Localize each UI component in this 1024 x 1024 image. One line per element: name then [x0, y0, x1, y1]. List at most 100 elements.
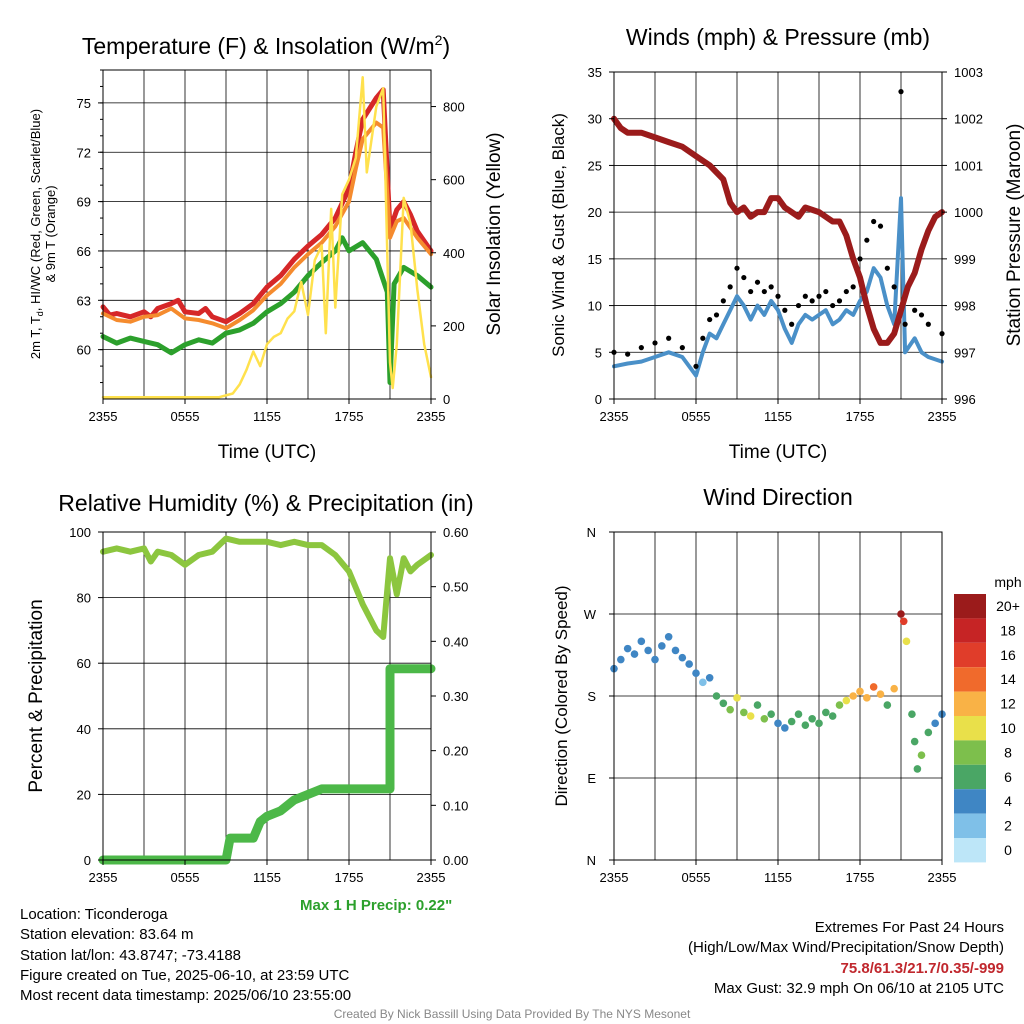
gust-point — [754, 279, 761, 285]
y2-tick-label: 0.60 — [443, 525, 468, 540]
x-tick-label: 2355 — [600, 870, 629, 885]
y2-tick-label: 997 — [954, 345, 976, 360]
y2-tick-label: 1002 — [954, 112, 983, 127]
direction-point — [849, 692, 857, 700]
direction-point — [897, 610, 905, 618]
direction-point — [913, 765, 922, 773]
direction-point — [794, 710, 803, 719]
gust-point — [679, 345, 685, 351]
y-tick-label: 0 — [595, 392, 602, 407]
direction-point — [767, 710, 775, 719]
gust-point — [782, 307, 788, 313]
x-tick-label: 1155 — [253, 870, 281, 885]
direction-point — [719, 699, 728, 708]
extremes-info: Extremes For Past 24 Hours (High/Low/Max… — [688, 918, 1004, 999]
direction-point — [856, 687, 864, 696]
wind-title: Winds (mph) & Pressure (mb) — [626, 24, 930, 50]
direction-point — [753, 701, 762, 709]
y-tick-label: 25 — [588, 158, 602, 173]
wind-right-axis: 996 997 998 999 1000 1001 1002 1003 — [942, 65, 983, 407]
rh-right-axis: 0.00 0.10 0.20 0.30 0.40 0.50 0.60 — [431, 525, 468, 868]
gust-point — [741, 274, 747, 281]
y-tick-label: 80 — [77, 591, 91, 606]
x-tick-label: 0555 — [682, 409, 711, 424]
series-line-precip_green — [98, 664, 436, 865]
legend-swatch — [954, 838, 986, 863]
wind-right-axis-label: Station Pressure (Maroon) — [1004, 124, 1024, 347]
legend-swatch — [954, 691, 986, 716]
gust-point — [902, 321, 908, 327]
rh-left-axis: 0 20 40 60 80 100 — [69, 525, 103, 868]
y2-tick-label: 600 — [443, 173, 465, 188]
credit-line: Created By Nick Bassill Using Data Provi… — [333, 1007, 691, 1021]
legend-swatch — [954, 618, 986, 643]
gust-point — [748, 288, 754, 295]
dir-title: Wind Direction — [703, 484, 853, 510]
gust-point — [877, 223, 884, 229]
gust-point — [857, 256, 863, 262]
y-tick-label: N — [587, 853, 596, 868]
gust-point — [912, 307, 918, 313]
series-line-rh_green — [100, 535, 434, 640]
direction-point — [685, 660, 693, 668]
station-elevation: Station elevation: 83.64 m — [20, 926, 194, 944]
direction-point — [760, 714, 769, 723]
x-tick-label: 1755 — [335, 409, 364, 424]
wind-x-axis-label: Time (UTC) — [729, 442, 828, 463]
direction-point — [910, 737, 919, 746]
gust-point — [789, 321, 795, 327]
y-tick-label: 35 — [588, 65, 602, 80]
rh-series — [98, 535, 436, 865]
legend-label: 10 — [1000, 720, 1016, 736]
gust-point — [625, 351, 631, 357]
temp-left-axis-label-line1: 2m T, Td, HI/WC (Red, Green, Scarlet/Blu… — [28, 109, 45, 359]
gust-point — [802, 293, 808, 299]
legend-label: 14 — [1000, 671, 1016, 687]
legend-swatch — [954, 764, 986, 790]
gust-point — [884, 265, 890, 271]
gust-point — [795, 302, 802, 309]
wind-left-axis: 0 5 10 15 20 25 30 35 — [588, 65, 614, 407]
rh-panel: Relative Humidity (%) & Precipitation (i… — [26, 490, 474, 885]
y-tick-label: 15 — [588, 252, 602, 267]
direction-point — [835, 701, 844, 709]
gust-point — [898, 89, 904, 95]
legend-label: 8 — [1004, 744, 1012, 760]
direction-point — [781, 724, 789, 732]
direction-point — [712, 692, 721, 700]
dir-left-axis: N E S W N — [584, 525, 614, 868]
direction-point — [863, 694, 871, 702]
series-line-yellow — [101, 76, 433, 399]
wind-panel: Winds (mph) & Pressure (mb) 0 5 10 15 20 25 30… — [549, 24, 1024, 463]
legend-label: 6 — [1004, 769, 1012, 785]
direction-point — [774, 719, 782, 728]
gust-point — [871, 218, 877, 225]
y2-tick-label: 0.40 — [443, 634, 468, 649]
gust-point — [727, 284, 733, 290]
legend-label: 4 — [1004, 793, 1012, 809]
legend-label: 0 — [1004, 842, 1012, 858]
y-tick-label: S — [587, 689, 596, 704]
y-tick-label: N — [587, 525, 596, 540]
legend-swatch — [954, 642, 986, 668]
gust-point — [918, 312, 925, 318]
y2-tick-label: 1000 — [954, 205, 983, 220]
y-tick-label: 30 — [588, 112, 602, 127]
gust-point — [700, 335, 706, 341]
gust-point — [734, 265, 740, 271]
y-tick-label: E — [587, 771, 596, 786]
rh-grid — [103, 532, 431, 860]
direction-point — [699, 678, 707, 687]
figure-created: Figure created on Tue, 2025-06-10, at 23… — [20, 966, 350, 984]
direction-point — [801, 721, 810, 729]
station-location: Location: Ticonderoga — [20, 906, 168, 923]
temp-right-axis-label: Solar Insolation (Yellow) — [484, 132, 505, 335]
gust-point — [864, 237, 870, 243]
direction-point — [828, 712, 837, 720]
y2-tick-label: 0.50 — [443, 580, 468, 595]
y2-tick-label: 800 — [443, 100, 465, 115]
legend-swatch — [954, 667, 986, 692]
x-tick-label: 2355 — [417, 870, 446, 885]
